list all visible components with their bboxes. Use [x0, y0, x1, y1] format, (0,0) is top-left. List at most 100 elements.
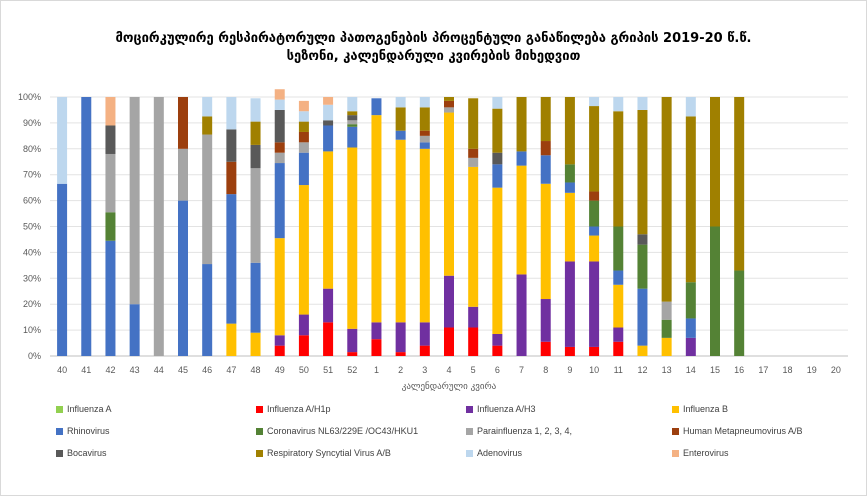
x-tick-label: 47 [226, 365, 236, 375]
bar-segment [419, 135, 430, 143]
bar-segment [589, 226, 600, 236]
bar-segment [347, 111, 358, 116]
bar-segment [589, 200, 600, 227]
bar-segment [274, 152, 285, 164]
bar-segment [347, 126, 358, 148]
x-tick-label: 52 [347, 365, 357, 375]
bar-segment [298, 131, 309, 143]
x-tick-label: 12 [637, 365, 647, 375]
bar-segment [274, 142, 285, 153]
x-tick-label: 42 [105, 365, 115, 375]
bar-segment [323, 120, 334, 126]
bar-segment [250, 168, 261, 263]
x-tick-label: 49 [275, 365, 285, 375]
bar-segment [419, 148, 430, 323]
bar-segment [492, 97, 503, 109]
bar-segment [564, 164, 575, 183]
x-tick-label: 51 [323, 365, 333, 375]
legend-swatch [56, 406, 63, 413]
x-tick-label: 18 [783, 365, 793, 375]
bar-segment [298, 185, 309, 315]
legend-swatch [466, 406, 473, 413]
legend-swatch [672, 450, 679, 457]
bar-segment [589, 97, 600, 107]
bar-segment [589, 235, 600, 262]
bar-segment [468, 98, 479, 149]
bar-segment [250, 262, 261, 333]
bar-segment [274, 99, 285, 110]
x-tick-label: 41 [81, 365, 91, 375]
bar-segment [685, 116, 696, 283]
legend-swatch [56, 450, 63, 457]
legend-item: Human Metapneumovirus A/B [672, 426, 803, 436]
bar-segment [395, 130, 406, 140]
legend-swatch [672, 428, 679, 435]
y-tick-label: 70% [23, 170, 41, 180]
bar-segment [226, 323, 237, 356]
legend-label: Human Metapneumovirus A/B [683, 426, 803, 436]
legend-item: Influenza A/H3 [466, 404, 536, 414]
x-tick-label: 2 [398, 365, 403, 375]
bar-segment [492, 187, 503, 334]
x-tick-label: 11 [614, 365, 623, 375]
bar-segment [444, 97, 454, 101]
bar-segment [685, 282, 696, 319]
y-tick-label: 40% [23, 247, 41, 257]
bar-segment [105, 97, 116, 126]
bar-segment [516, 274, 527, 356]
bar-segment [468, 157, 479, 167]
bar-segment [178, 97, 188, 149]
bar-segment [564, 182, 575, 193]
bar-segment [274, 335, 285, 346]
bar-segment [685, 318, 696, 338]
bar-segment [637, 345, 648, 356]
bar-segment [589, 261, 600, 347]
bar-segment [226, 97, 237, 130]
bar-segment [468, 306, 479, 328]
chart-title-line-1: მოცირკულირე რესპირატორული პათოგენების პრ… [115, 31, 752, 46]
bar-segment [105, 212, 116, 241]
bar-segment [540, 341, 551, 356]
bar-segment [274, 163, 285, 239]
bar-segment [685, 97, 696, 117]
bar-segment [419, 345, 430, 356]
bar-segment [661, 337, 672, 356]
x-tick-label: 14 [686, 365, 696, 375]
bar-segment [444, 107, 454, 113]
x-tick-label: 6 [495, 365, 500, 375]
bar-segment [419, 97, 430, 108]
legend-item: Enterovirus [672, 448, 729, 458]
bar-segment [637, 288, 648, 346]
x-tick-label: 40 [57, 365, 67, 375]
bar-segment [540, 299, 551, 342]
x-tick-label: 17 [758, 365, 768, 375]
bar-segment [661, 301, 672, 320]
bar-segment [347, 352, 358, 356]
bar-segment [637, 97, 648, 110]
bar-segment [419, 107, 430, 131]
x-tick-label: 20 [831, 365, 841, 375]
x-tick-label: 50 [299, 365, 309, 375]
bar-segment [516, 97, 527, 152]
legend-label: Respiratory Syncytial Virus A/B [267, 448, 391, 458]
bar-segment [492, 164, 503, 188]
bar-segment [637, 244, 648, 289]
bar-segment [540, 141, 551, 156]
bar-segment [419, 130, 430, 136]
legend-label: Bocavirus [67, 448, 107, 458]
x-tick-label: 43 [130, 365, 140, 375]
legend-label: Rhinovirus [67, 426, 110, 436]
bar-segment [444, 100, 454, 108]
legend-item: Adenovirus [466, 448, 522, 458]
bar-segment [444, 275, 454, 328]
x-tick-label: 16 [734, 365, 744, 375]
bar-segment [323, 97, 334, 105]
bar-segment [419, 322, 430, 346]
x-tick-label: 3 [422, 365, 427, 375]
bar-segment [274, 345, 285, 356]
bar-segment [347, 328, 358, 353]
bar-segment [323, 288, 334, 323]
bar-segment [105, 125, 116, 154]
bar-segment [589, 346, 600, 356]
